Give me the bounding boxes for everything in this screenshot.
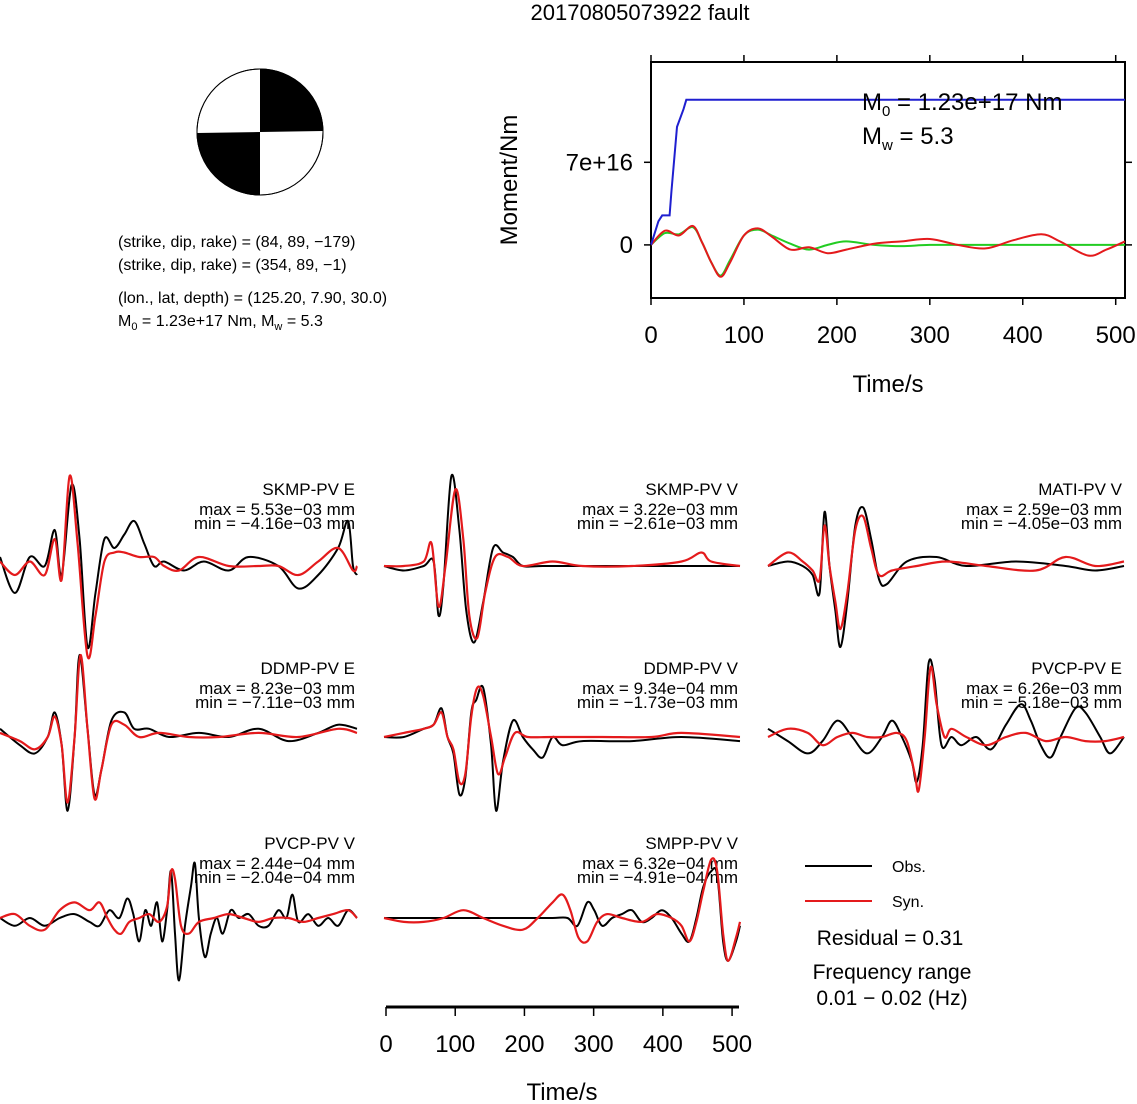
source-parameters: (strike, dip, rake) = (84, 89, −179) (st… <box>118 234 387 333</box>
waveform-station-label: SKMP-PV V <box>645 480 738 499</box>
legend-obs-label: Obs. <box>892 859 926 876</box>
waveform-x-tick-label: 400 <box>643 1031 683 1058</box>
waveform-max-label: max = 6.32e−04 mm <box>582 854 738 873</box>
waveform-min-label: min = −2.61e−03 mm <box>577 514 738 533</box>
moment-cumulative-line <box>650 98 1125 246</box>
waveform-min-label: min = −4.05e−03 mm <box>961 514 1122 533</box>
waveform-min-label: min = −4.16e−03 mm <box>194 514 355 533</box>
residual-value: Residual = 0.31 <box>817 927 964 950</box>
magnitude-summary: M0 = 1.23e+17 Nm, Mw = 5.3 <box>118 313 323 333</box>
location-depth: (lon., lat, depth) = (125.20, 7.90, 30.0… <box>118 290 387 307</box>
moment-plot-frame <box>650 61 1126 299</box>
moment-m0-label: M0 = 1.23e+17 Nm <box>862 89 1062 120</box>
waveform-min-label: min = −5.18e−03 mm <box>961 693 1122 712</box>
waveform-station-label: SKMP-PV E <box>262 480 355 499</box>
waveform-min-label: min = −1.73e−03 mm <box>577 693 738 712</box>
nodal-plane-1: (strike, dip, rake) = (84, 89, −179) <box>118 234 355 251</box>
synthetic-waveform-line <box>383 488 741 640</box>
waveform-min-label: min = −7.11e−03 mm <box>195 693 355 712</box>
waveform-max-label: max = 6.26e−03 mm <box>966 679 1122 698</box>
moment-mw-label: Mw = 5.3 <box>862 123 954 154</box>
waveform-max-label: max = 5.53e−03 mm <box>199 500 355 519</box>
synthetic-waveform-line <box>767 665 1125 793</box>
waveform-station-label: SMPP-PV V <box>645 834 738 853</box>
moment-x-tick-label: 200 <box>817 322 857 349</box>
waveform-min-label: min = −2.04e−04 mm <box>194 868 355 887</box>
synthetic-moment-rate-line <box>650 224 1126 278</box>
waveform-x-tick-label: 100 <box>435 1031 475 1058</box>
waveform-min-label: min = −4.91e−04 mm <box>577 868 738 887</box>
moment-x-axis-label: Time/s <box>852 371 923 398</box>
frequency-range-value: 0.01 − 0.02 (Hz) <box>816 987 967 1010</box>
synthetic-waveform-line <box>0 653 358 804</box>
focal-mechanism-beachball <box>196 68 324 196</box>
synthetic-waveform-line <box>383 685 741 786</box>
waveform-station-label: DDMP-PV V <box>644 659 739 678</box>
waveform-max-label: max = 2.59e−03 mm <box>966 500 1122 519</box>
observed-waveform-line <box>383 684 741 812</box>
waveform-time-axis: 0 100 200 300 400 500 <box>379 1005 752 1058</box>
waveform-max-label: max = 3.22e−03 mm <box>582 500 738 519</box>
synthetic-waveform-line <box>0 474 359 660</box>
observed-waveform-line <box>767 505 1125 649</box>
legend-syn-label: Syn. <box>892 894 924 911</box>
waveform-station-label: MATI-PV V <box>1038 480 1122 499</box>
waveform-x-tick-label: 200 <box>504 1031 544 1058</box>
moment-x-tick-label: 100 <box>724 322 764 349</box>
waveform-max-label: max = 2.44e−04 mm <box>199 854 355 873</box>
observed-waveform-line <box>384 867 741 962</box>
legend: Obs. Syn. Residual = 0.31 Frequency rang… <box>805 859 971 1010</box>
moment-x-tick-label: 500 <box>1096 322 1136 349</box>
observed-waveform-line <box>0 861 358 982</box>
moment-y-tick-label: 7e+16 <box>566 149 633 176</box>
waveform-x-tick-label: 300 <box>574 1031 614 1058</box>
moment-y-tick-label: 0 <box>620 232 633 259</box>
waveform-max-label: max = 9.34e−04 mm <box>582 679 738 698</box>
synthetic-waveform-line <box>383 857 742 963</box>
waveform-x-tick-label: 500 <box>712 1031 752 1058</box>
moment-x-tick-label: 0 <box>644 322 657 349</box>
synthetic-waveform-line <box>0 868 358 936</box>
observed-moment-rate-line <box>650 226 1125 277</box>
waveform-max-label: max = 8.23e−03 mm <box>199 679 355 698</box>
figure-title: 20170805073922 fault <box>531 0 750 25</box>
nodal-plane-2: (strike, dip, rake) = (354, 89, −1) <box>118 257 347 274</box>
moment-x-tick-label: 400 <box>1003 322 1043 349</box>
moment-x-tick-label: 300 <box>910 322 950 349</box>
waveform-x-tick-label: 0 <box>379 1031 392 1058</box>
moment-y-axis-label: Moment/Nm <box>496 115 523 246</box>
waveform-station-label: PVCP-PV E <box>1031 659 1122 678</box>
synthetic-waveform-line <box>767 514 1125 631</box>
waveform-station-label: PVCP-PV V <box>264 834 355 853</box>
frequency-range-title: Frequency range <box>813 961 972 984</box>
waveform-x-axis-label: Time/s <box>526 1079 597 1104</box>
waveform-station-label: DDMP-PV E <box>261 659 355 678</box>
